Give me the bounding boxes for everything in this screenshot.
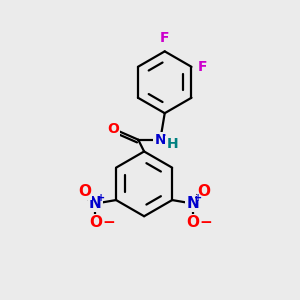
Text: O: O bbox=[89, 215, 102, 230]
Text: −: − bbox=[199, 215, 212, 230]
Text: +: + bbox=[97, 193, 105, 203]
Text: O: O bbox=[107, 122, 119, 136]
Text: F: F bbox=[160, 32, 169, 46]
Text: N: N bbox=[154, 133, 166, 147]
Text: O: O bbox=[186, 215, 199, 230]
Text: H: H bbox=[166, 137, 178, 151]
Text: N: N bbox=[89, 196, 102, 211]
Text: O: O bbox=[197, 184, 211, 199]
Text: N: N bbox=[186, 196, 199, 211]
Text: +: + bbox=[194, 193, 202, 203]
Text: F: F bbox=[197, 60, 207, 74]
Text: −: − bbox=[102, 215, 115, 230]
Text: O: O bbox=[78, 184, 91, 199]
